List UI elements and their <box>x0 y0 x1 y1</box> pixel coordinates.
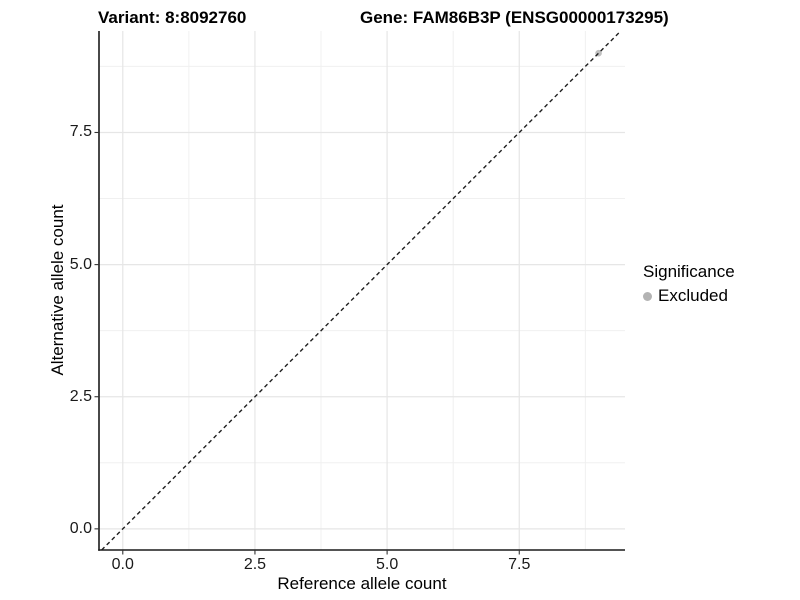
y-tick-label: 7.5 <box>69 123 92 141</box>
x-tick-label: 5.0 <box>375 556 399 573</box>
x-tick-label: 7.5 <box>508 556 531 573</box>
gene-title: Gene: FAM86B3P (ENSG00000173295) <box>360 8 669 27</box>
legend: Significance Excluded <box>643 262 735 306</box>
y-tick-label: 0.0 <box>69 519 92 537</box>
x-tick-label: 0.0 <box>111 556 134 573</box>
legend-item-label: Excluded <box>658 286 728 305</box>
x-tick-label: 2.5 <box>243 556 267 573</box>
y-tick-label: 2.5 <box>69 387 92 405</box>
legend-title: Significance <box>643 262 735 281</box>
identity-dashed-line <box>101 30 622 551</box>
x-axis-title: Reference allele count <box>277 574 447 593</box>
legend-item-excluded: Excluded <box>643 286 735 306</box>
y-tick-label: 5.0 <box>69 255 92 273</box>
legend-point-icon <box>643 291 652 301</box>
variant-title: Variant: 8:8092760 <box>98 8 247 27</box>
